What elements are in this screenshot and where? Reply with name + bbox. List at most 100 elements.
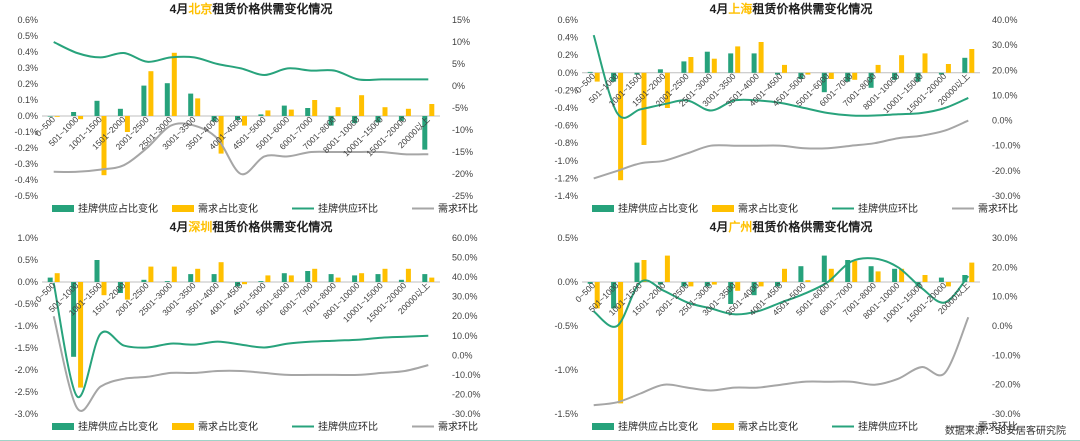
supply-share-bar bbox=[798, 266, 804, 282]
demand-share-bar bbox=[875, 64, 881, 73]
supply-share-bar bbox=[892, 72, 898, 80]
demand-share-bar bbox=[429, 104, 435, 116]
supply-share-bar bbox=[868, 266, 874, 282]
right-tick-label: -20.0% bbox=[992, 166, 1021, 176]
chart-title-suffix: 租赁价格供需变化情况 bbox=[752, 1, 872, 16]
supply-share-bar bbox=[141, 85, 147, 116]
supply-share-bar bbox=[398, 279, 404, 282]
chart-panel-beijing: 4月北京租赁价格供需变化情况 -0.5% -0.4% -0.3% -0.2% -0.1% 0… bbox=[0, 0, 540, 216]
demand-share-bar bbox=[899, 268, 905, 282]
supply-share-bar bbox=[47, 277, 53, 282]
demand-share-bar bbox=[594, 72, 600, 82]
left-tick-label: 0.2% bbox=[17, 79, 38, 89]
left-tick-label: 0.0% bbox=[557, 68, 578, 78]
right-tick-label: 10% bbox=[452, 37, 470, 47]
supply-share-bar bbox=[634, 72, 640, 75]
demand-share-bar bbox=[218, 262, 224, 282]
chart-title-prefix: 4月 bbox=[710, 2, 729, 16]
chart-panel-guangzhou: 4月广州租赁价格供需变化情况 -1.5% -1.0% -0.5% 0.0% 0.5% -30… bbox=[540, 218, 1080, 434]
legend-demand-share-swatch bbox=[172, 205, 194, 212]
demand-share-bar bbox=[828, 72, 834, 79]
chart-panel-shenzhen: 4月深圳租赁价格供需变化情况 -3.0% -2.5% -2.0% -1.5% -1.0% -… bbox=[0, 218, 540, 434]
chart-title-suffix: 租赁价格供需变化情况 bbox=[752, 219, 872, 234]
demand-share-bar bbox=[688, 57, 694, 73]
chart-shenzhen: 4月深圳租赁价格供需变化情况 -3.0% -2.5% -2.0% -1.5% -1.0% -… bbox=[14, 219, 481, 433]
supply-share-bar bbox=[611, 282, 617, 309]
legend-demand-mom-label: 需求环比 bbox=[978, 421, 1018, 433]
left-tick-label: -0.5% bbox=[554, 321, 578, 331]
legend-demand-share-label: 需求占比变化 bbox=[198, 420, 258, 433]
chart-title-city: 深圳 bbox=[188, 219, 212, 234]
left-tick-label: -1.2% bbox=[554, 173, 578, 183]
supply-share-bar bbox=[962, 275, 968, 282]
supply-share-bar bbox=[141, 279, 147, 282]
demand-share-bar bbox=[335, 107, 341, 116]
chart-title-suffix: 租赁价格供需变化情况 bbox=[212, 219, 332, 234]
right-tick-label: -10% bbox=[452, 125, 473, 135]
left-tick-label: -2.0% bbox=[14, 365, 38, 375]
supply-share-bar bbox=[657, 282, 663, 285]
left-tick-label: -0.1% bbox=[14, 127, 38, 137]
demand-share-bar bbox=[852, 260, 858, 282]
right-tick-label: -30.0% bbox=[452, 409, 481, 419]
supply-share-bar bbox=[775, 282, 780, 287]
supply-share-bar bbox=[258, 281, 264, 282]
right-tick-label: -25% bbox=[452, 191, 473, 201]
demand-share-bar bbox=[78, 116, 84, 120]
legend-demand-mom-label: 需求环比 bbox=[978, 203, 1018, 215]
supply-share-bar bbox=[611, 72, 617, 82]
legend-supply-share-label: 挂牌供应占比变化 bbox=[78, 420, 158, 433]
supply-share-bar bbox=[188, 274, 194, 282]
legend-supply-share-label: 挂牌供应占比变化 bbox=[618, 420, 698, 433]
left-tick-label: 0.4% bbox=[557, 33, 578, 43]
demand-share-bar bbox=[429, 277, 435, 282]
demand-share-bar bbox=[922, 53, 928, 73]
right-tick-label: -30.0% bbox=[992, 409, 1021, 419]
supply-share-bar bbox=[657, 69, 663, 73]
supply-share-bar bbox=[938, 277, 944, 282]
supply-share-bar bbox=[352, 275, 358, 282]
right-tick-label: -20.0% bbox=[992, 380, 1021, 390]
right-tick-label: -10.0% bbox=[992, 350, 1021, 360]
legend-demand-share-swatch bbox=[712, 205, 734, 212]
chart-title-prefix: 4月 bbox=[170, 2, 189, 16]
demand-mom-line bbox=[53, 122, 429, 176]
demand-share-bar bbox=[335, 277, 341, 282]
demand-mom-line bbox=[593, 119, 969, 180]
legend-supply-mom-label: 挂牌供应环比 bbox=[318, 202, 378, 215]
supply-mom-line bbox=[52, 282, 429, 398]
right-tick-label: 15% bbox=[452, 15, 470, 25]
chart-title-city: 广州 bbox=[728, 219, 752, 234]
left-tick-label: -1.5% bbox=[14, 343, 38, 353]
demand-share-bar bbox=[735, 46, 741, 73]
right-tick-label: 40.0% bbox=[452, 272, 478, 282]
left-tick-label: 0.0% bbox=[17, 111, 38, 121]
demand-share-bar bbox=[218, 116, 224, 154]
supply-share-bar bbox=[164, 281, 170, 282]
legend-demand-share-label: 需求占比变化 bbox=[738, 420, 798, 433]
right-tick-label: 20.0% bbox=[992, 65, 1018, 75]
supply-share-bar bbox=[398, 116, 404, 121]
demand-share-bar bbox=[382, 268, 388, 282]
right-tick-label: 0% bbox=[452, 81, 465, 91]
demand-share-bar bbox=[805, 72, 811, 75]
supply-share-bar bbox=[281, 105, 287, 116]
right-tick-label: -10.0% bbox=[452, 370, 481, 380]
supply-share-bar bbox=[915, 72, 921, 82]
demand-share-bar bbox=[969, 262, 975, 282]
demand-share-bar bbox=[945, 282, 951, 287]
demand-share-bar bbox=[852, 72, 858, 80]
supply-share-bar bbox=[938, 72, 944, 75]
demand-share-bar bbox=[359, 273, 365, 282]
demand-share-bar bbox=[124, 116, 130, 132]
supply-share-bar bbox=[328, 274, 334, 282]
demand-share-bar bbox=[359, 95, 365, 116]
supply-share-bar bbox=[235, 282, 240, 287]
demand-share-bar bbox=[405, 108, 411, 116]
right-tick-label: 40.0% bbox=[992, 15, 1018, 25]
left-tick-label: 0.5% bbox=[17, 255, 38, 265]
supply-share-bar bbox=[587, 282, 593, 284]
demand-share-bar bbox=[242, 282, 247, 285]
supply-mom-line bbox=[53, 41, 429, 82]
supply-share-bar bbox=[305, 271, 311, 282]
